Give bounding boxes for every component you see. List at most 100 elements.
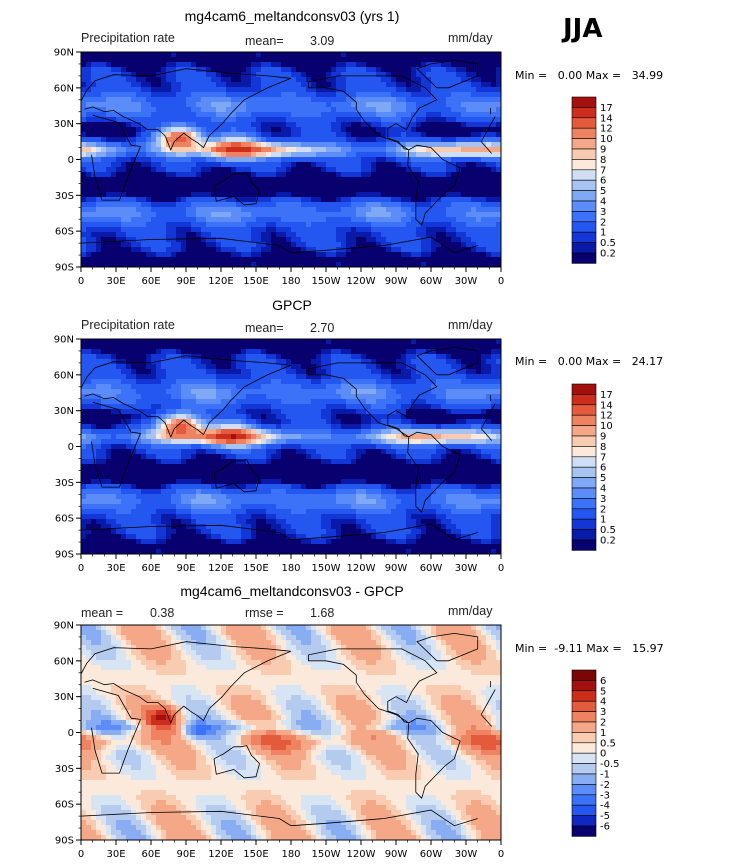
colorbar-swatch xyxy=(571,752,597,764)
colorbar-swatch xyxy=(571,711,597,723)
lon-tick-label: 180 xyxy=(281,563,300,574)
lon-tick-label: 0 xyxy=(78,849,84,860)
mean-value: 2.70 xyxy=(310,321,335,335)
colorbar-swatch xyxy=(571,721,597,733)
colorbar-swatch xyxy=(571,804,597,816)
lon-tick-label: 150W xyxy=(312,849,341,860)
colorbar-label: -5 xyxy=(600,811,610,822)
lon-tick-label: 0 xyxy=(498,563,504,574)
colorbar-swatch xyxy=(571,529,597,541)
colorbar-swatch xyxy=(571,221,597,233)
colorbar-label: 1 xyxy=(600,228,606,239)
colorbar-label: -6 xyxy=(600,822,610,833)
colorbar-swatch xyxy=(571,159,597,171)
lat-tick-label: 60N xyxy=(54,656,74,667)
lon-tick-label: 120W xyxy=(347,276,376,287)
colorbar-label: 3 xyxy=(600,207,606,218)
colorbar-label: 4 xyxy=(600,484,606,495)
colorbar-label: 1 xyxy=(600,728,606,739)
colorbar-swatch xyxy=(571,435,597,447)
colorbar-swatch xyxy=(571,446,597,458)
colorbar-label: 0.5 xyxy=(600,738,616,749)
lat-tick-label: 30N xyxy=(54,406,74,417)
panel-subtitle: Precipitation rate xyxy=(81,318,175,332)
lon-tick-label: 90E xyxy=(176,563,195,574)
lon-tick-label: 150W xyxy=(312,563,341,574)
lon-tick-label: 90W xyxy=(385,849,408,860)
min-max-readout: Min = -9.11 Max = 15.97 xyxy=(515,642,664,655)
colorbar-label: 1 xyxy=(600,515,606,526)
colorbar-swatch xyxy=(571,148,597,160)
map-field xyxy=(81,625,502,841)
colorbar-swatch xyxy=(571,825,597,837)
colorbar-label: -3 xyxy=(600,790,610,801)
rmse-label: rmse = xyxy=(245,606,284,620)
lat-tick-label: 90N xyxy=(54,48,74,59)
colorbar-label: 12 xyxy=(600,411,613,422)
lon-tick-label: 30W xyxy=(455,563,478,574)
colorbar-swatch xyxy=(571,231,597,243)
lat-tick-label: 90S xyxy=(55,550,74,561)
lon-tick-label: 30W xyxy=(455,276,478,287)
colorbar-swatch xyxy=(571,773,597,785)
colorbar-swatch xyxy=(571,680,597,692)
colorbar-label: 3 xyxy=(600,494,606,505)
units-label: mm/day xyxy=(448,31,493,45)
colorbar-label: 4 xyxy=(600,697,606,708)
lat-tick-label: 60N xyxy=(54,83,74,94)
precip-map-diff: 90N 60N 30N 0 30S 60S 90S 0 30E 60E 90E 120E 150E 180… xyxy=(54,621,504,861)
lon-tick-label: 0 xyxy=(498,849,504,860)
lat-tick-label: 30N xyxy=(54,119,74,130)
lon-tick-label: 180 xyxy=(281,276,300,287)
lon-tick-label: 30W xyxy=(455,849,478,860)
colorbar-label: 5 xyxy=(600,186,606,197)
colorbar-swatch xyxy=(571,732,597,744)
colorbar-swatch xyxy=(571,763,597,775)
panel-title: mg4cam6_meltandconsv03 - GPCP xyxy=(180,583,404,599)
map-field xyxy=(81,339,502,555)
lat-tick-label: 60S xyxy=(55,227,74,238)
colorbar-swatch xyxy=(571,200,597,212)
lon-tick-label: 60E xyxy=(141,849,160,860)
units-label: mm/day xyxy=(448,318,493,332)
lon-tick-label: 60W xyxy=(420,276,443,287)
colorbar-label: 0 xyxy=(600,749,606,760)
coastline xyxy=(80,59,496,254)
colorbar-swatch xyxy=(571,487,597,499)
lon-tick-label: 0 xyxy=(78,276,84,287)
colorbar-label: 0.5 xyxy=(600,525,616,536)
mean-value: 3.09 xyxy=(310,34,335,48)
panel-title: GPCP xyxy=(272,297,312,313)
colorbar-label: 8 xyxy=(600,155,606,166)
colorbar-label: 6 xyxy=(600,463,606,474)
colorbar-label: 10 xyxy=(600,421,613,432)
colorbar-swatch xyxy=(571,179,597,191)
colorbar-swatch xyxy=(571,117,597,129)
colorbar-swatch xyxy=(571,690,597,702)
lat-tick-label: 90N xyxy=(54,335,74,346)
colorbar-label: 8 xyxy=(600,442,606,453)
lat-tick-label: 60S xyxy=(55,800,74,811)
lon-tick-label: 150E xyxy=(243,849,268,860)
lat-tick-label: 60N xyxy=(54,370,74,381)
rmse-value: 1.68 xyxy=(310,606,335,620)
lat-tick-label: 30S xyxy=(55,478,74,489)
lat-tick-label: 0 xyxy=(68,155,74,166)
colorbar-swatch xyxy=(571,404,597,416)
colorbar-swatch xyxy=(571,477,597,489)
colorbar-label: 9 xyxy=(600,432,606,443)
mean-value: 0.38 xyxy=(150,606,175,620)
lat-tick-label: 30S xyxy=(55,191,74,202)
lat-tick-label: 90S xyxy=(55,836,74,847)
mean-label: mean= xyxy=(245,34,284,48)
min-max-readout: Min = 0.00 Max = 34.99 xyxy=(515,69,664,82)
colorbar-swatch xyxy=(571,190,597,202)
lon-tick-label: 150W xyxy=(312,276,341,287)
colorbar-label: 3 xyxy=(600,707,606,718)
colorbar-swatch xyxy=(571,414,597,426)
colorbar-label: 17 xyxy=(600,390,613,401)
lat-tick-label: 90N xyxy=(54,621,74,632)
